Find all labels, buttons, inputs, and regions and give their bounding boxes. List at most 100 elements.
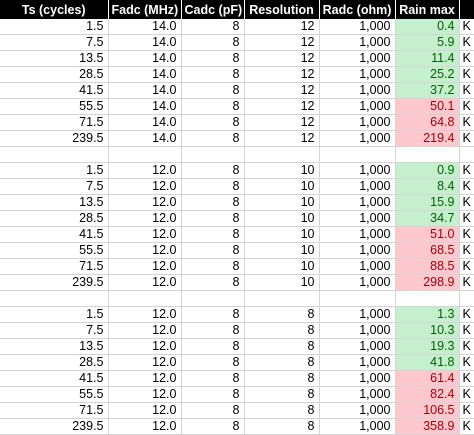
empty-cell[interactable] (459, 290, 474, 307)
cell-ts[interactable]: 41.5 (0, 370, 109, 387)
cell-ts[interactable]: 13.5 (0, 50, 109, 67)
cell-cadc[interactable]: 8 (181, 226, 245, 243)
header-resolution[interactable]: Resolution (244, 0, 320, 19)
cell-unit[interactable]: K (459, 162, 474, 179)
cell-ts[interactable]: 71.5 (0, 114, 109, 131)
cell-radc[interactable]: 1,000 (319, 114, 396, 131)
cell-ts[interactable]: 239.5 (0, 130, 109, 147)
cell-radc[interactable]: 1,000 (319, 370, 396, 387)
cell-cadc[interactable]: 8 (181, 130, 245, 147)
cell-unit[interactable]: K (459, 130, 474, 147)
cell-resolution[interactable]: 10 (244, 194, 320, 211)
cell-ts[interactable]: 1.5 (0, 162, 109, 179)
cell-fadc[interactable]: 12.0 (108, 386, 182, 403)
cell-fadc[interactable]: 12.0 (108, 338, 182, 355)
cell-resolution[interactable]: 8 (244, 402, 320, 419)
cell-cadc[interactable]: 8 (181, 82, 245, 99)
cell-rain-max[interactable]: 298.9 (395, 274, 460, 291)
cell-resolution[interactable]: 10 (244, 178, 320, 195)
cell-resolution[interactable]: 8 (244, 322, 320, 339)
cell-resolution[interactable]: 10 (244, 226, 320, 243)
cell-resolution[interactable]: 12 (244, 66, 320, 83)
cell-unit[interactable]: K (459, 258, 474, 275)
cell-fadc[interactable]: 12.0 (108, 370, 182, 387)
cell-resolution[interactable]: 8 (244, 418, 320, 435)
cell-radc[interactable]: 1,000 (319, 162, 396, 179)
cell-ts[interactable]: 13.5 (0, 194, 109, 211)
cell-unit[interactable]: K (459, 178, 474, 195)
cell-radc[interactable]: 1,000 (319, 418, 396, 435)
cell-unit[interactable]: K (459, 194, 474, 211)
cell-unit[interactable]: K (459, 322, 474, 339)
empty-cell[interactable] (244, 290, 320, 307)
cell-fadc[interactable]: 14.0 (108, 98, 182, 115)
cell-cadc[interactable]: 8 (181, 194, 245, 211)
cell-rain-max[interactable]: 82.4 (395, 386, 460, 403)
cell-resolution[interactable]: 8 (244, 370, 320, 387)
cell-cadc[interactable]: 8 (181, 386, 245, 403)
cell-cadc[interactable]: 8 (181, 210, 245, 227)
cell-rain-max[interactable]: 34.7 (395, 210, 460, 227)
cell-ts[interactable]: 28.5 (0, 354, 109, 371)
cell-fadc[interactable]: 12.0 (108, 258, 182, 275)
cell-ts[interactable]: 28.5 (0, 210, 109, 227)
cell-radc[interactable]: 1,000 (319, 258, 396, 275)
cell-unit[interactable]: K (459, 370, 474, 387)
cell-cadc[interactable]: 8 (181, 178, 245, 195)
cell-radc[interactable]: 1,000 (319, 34, 396, 51)
cell-cadc[interactable]: 8 (181, 242, 245, 259)
cell-cadc[interactable]: 8 (181, 114, 245, 131)
cell-unit[interactable]: K (459, 402, 474, 419)
cell-cadc[interactable]: 8 (181, 258, 245, 275)
cell-cadc[interactable]: 8 (181, 50, 245, 67)
cell-fadc[interactable]: 12.0 (108, 162, 182, 179)
cell-fadc[interactable]: 14.0 (108, 114, 182, 131)
cell-radc[interactable]: 1,000 (319, 274, 396, 291)
cell-resolution[interactable]: 12 (244, 82, 320, 99)
cell-resolution[interactable]: 12 (244, 50, 320, 67)
header-radc[interactable]: Radc (ohm) (319, 0, 396, 19)
cell-rain-max[interactable]: 61.4 (395, 370, 460, 387)
cell-resolution[interactable]: 12 (244, 34, 320, 51)
cell-cadc[interactable]: 8 (181, 322, 245, 339)
cell-ts[interactable]: 7.5 (0, 178, 109, 195)
cell-unit[interactable]: K (459, 242, 474, 259)
cell-resolution[interactable]: 8 (244, 306, 320, 323)
empty-cell[interactable] (395, 290, 460, 307)
cell-unit[interactable]: K (459, 418, 474, 435)
cell-unit[interactable]: K (459, 226, 474, 243)
cell-fadc[interactable]: 12.0 (108, 402, 182, 419)
cell-unit[interactable]: K (459, 98, 474, 115)
cell-radc[interactable]: 1,000 (319, 194, 396, 211)
cell-radc[interactable]: 1,000 (319, 322, 396, 339)
cell-unit[interactable]: K (459, 19, 474, 35)
cell-rain-max[interactable]: 19.3 (395, 338, 460, 355)
cell-ts[interactable]: 41.5 (0, 82, 109, 99)
cell-resolution[interactable]: 8 (244, 386, 320, 403)
cell-radc[interactable]: 1,000 (319, 338, 396, 355)
cell-resolution[interactable]: 10 (244, 258, 320, 275)
cell-resolution[interactable]: 10 (244, 274, 320, 291)
cell-ts[interactable]: 71.5 (0, 258, 109, 275)
cell-radc[interactable]: 1,000 (319, 178, 396, 195)
cell-cadc[interactable]: 8 (181, 418, 245, 435)
cell-rain-max[interactable]: 1.3 (395, 306, 460, 323)
cell-radc[interactable]: 1,000 (319, 50, 396, 67)
cell-radc[interactable]: 1,000 (319, 19, 396, 35)
cell-fadc[interactable]: 14.0 (108, 19, 182, 35)
cell-unit[interactable]: K (459, 274, 474, 291)
cell-cadc[interactable]: 8 (181, 19, 245, 35)
cell-cadc[interactable]: 8 (181, 66, 245, 83)
cell-fadc[interactable]: 12.0 (108, 274, 182, 291)
empty-cell[interactable] (459, 146, 474, 163)
cell-radc[interactable]: 1,000 (319, 242, 396, 259)
cell-fadc[interactable]: 12.0 (108, 418, 182, 435)
cell-unit[interactable]: K (459, 338, 474, 355)
cell-radc[interactable]: 1,000 (319, 402, 396, 419)
header-ts[interactable]: Ts (cycles) (0, 0, 109, 19)
cell-ts[interactable]: 7.5 (0, 34, 109, 51)
cell-ts[interactable]: 55.5 (0, 386, 109, 403)
cell-unit[interactable]: K (459, 386, 474, 403)
cell-rain-max[interactable]: 51.0 (395, 226, 460, 243)
cell-fadc[interactable]: 12.0 (108, 354, 182, 371)
